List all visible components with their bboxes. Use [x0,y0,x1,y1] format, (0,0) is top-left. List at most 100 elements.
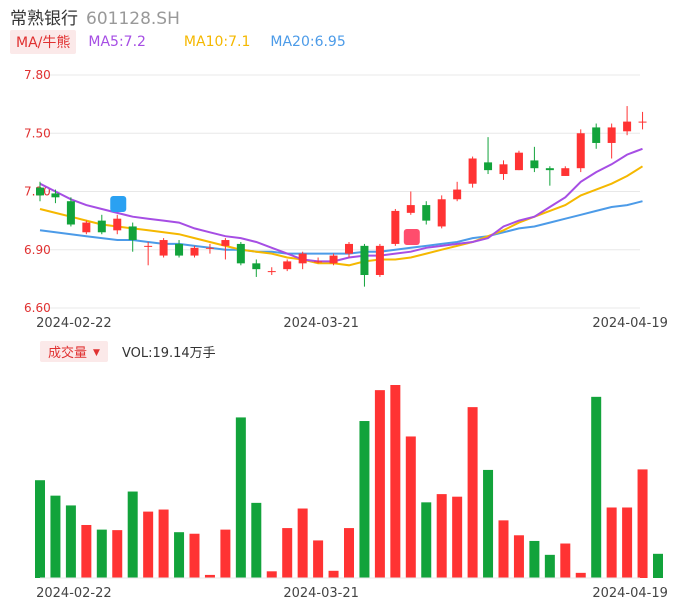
volume-legend: 成交量 ▼ VOL:19.14万手 [40,340,216,362]
candle-body [205,247,214,249]
price-tick-label: 7.50 [24,126,51,140]
ma20-label: MA20:6.95 [270,34,346,50]
volume-bar [344,528,354,578]
volume-bar [390,385,401,578]
candle-body [406,205,415,213]
candle-body [391,210,400,244]
volume-bar [266,571,277,578]
candle-body [190,247,199,256]
ma20-line [39,200,643,255]
volume-bar [374,390,385,578]
price-date-label: 2024-03-21 [283,316,359,331]
volume-bar [328,570,339,578]
candle-body [484,162,493,171]
candle-body [360,245,369,275]
volume-bar [35,480,45,578]
volume-bar [606,507,617,578]
candle-body [561,168,570,176]
candle-body [545,168,554,171]
candle-body [345,243,353,254]
ma-toggle-button[interactable]: MA/牛熊 [10,30,77,54]
ma10-line [39,165,644,267]
candle-body [113,218,122,231]
candle-body [66,201,75,225]
volume-bar [50,495,61,578]
price-date-label: 2024-04-19 [592,316,668,331]
caret-down-icon: ▼ [93,348,100,358]
candle-body [437,199,446,227]
volume-bar [653,553,663,578]
volume-bar [158,509,169,578]
volume-bar [498,520,509,578]
volume-bar [297,508,308,578]
candle-body [514,152,523,171]
volume-bar [251,502,262,578]
candle-body [144,245,153,247]
volume-bar [483,469,494,578]
volume-date-label: 2024-04-19 [592,586,668,601]
sell-marker-icon [403,229,420,245]
ma5-line [39,147,643,263]
candle-body [128,226,137,241]
stock-name: 常熟银行 [10,9,78,29]
volume-bar [405,436,416,578]
volume-bar [544,554,555,578]
candle-body [375,245,384,275]
price-tick-label: 7.80 [24,68,51,82]
volume-bar [143,511,154,578]
ma10-label: MA10:7.1 [183,34,251,50]
candle-body [36,187,44,196]
price-tick-label: 6.90 [24,243,51,257]
candle-body [51,193,60,198]
volume-value: VOL:19.14万手 [121,345,216,361]
candle-body [97,220,106,233]
candle-body [422,205,431,221]
volume-bar [220,529,231,578]
candle-body [607,127,616,143]
buy-marker-icon [110,196,127,212]
volume-bar [112,530,123,578]
volume-bar [96,529,107,578]
candle-body [298,253,307,264]
volume-bar [622,507,633,578]
volume-bar [81,524,92,578]
stock-code: 601128.SH [86,9,180,29]
stock-header: 常熟银行 601128.SH [10,4,180,29]
candle-body [175,243,184,256]
volume-bar [513,535,524,578]
candle-body [592,127,601,143]
volume-bar [421,502,432,578]
candle-body [623,121,632,132]
candle-body [82,222,91,233]
volume-bar [529,540,540,578]
candle-body [267,271,276,273]
volume-bar [235,417,246,578]
volume-bar [127,491,138,578]
volume-bar [174,532,185,578]
volume-date-label: 2024-03-21 [283,586,359,601]
volume-bar [591,396,602,578]
candle-body [236,243,245,264]
candle-body [252,263,261,270]
volume-bar [204,574,215,578]
candle-body [468,158,477,184]
candle-body [329,255,338,264]
volume-bar [436,494,447,578]
candle-body [221,240,230,246]
volume-bar [467,407,478,578]
candle-body [453,189,462,200]
candle-body [499,164,508,175]
volume-bar [282,528,293,578]
volume-bar [575,572,586,578]
candle-body [576,133,585,169]
candle-body [530,160,539,169]
volume-bar [65,505,76,578]
candle-body [159,240,168,256]
price-tick-label: 6.60 [24,301,51,315]
candle-body [283,261,292,270]
volume-toggle-button[interactable]: 成交量 ▼ [40,340,108,362]
candle-body [314,261,323,263]
volume-bar [313,540,324,578]
volume-bar [452,496,463,578]
